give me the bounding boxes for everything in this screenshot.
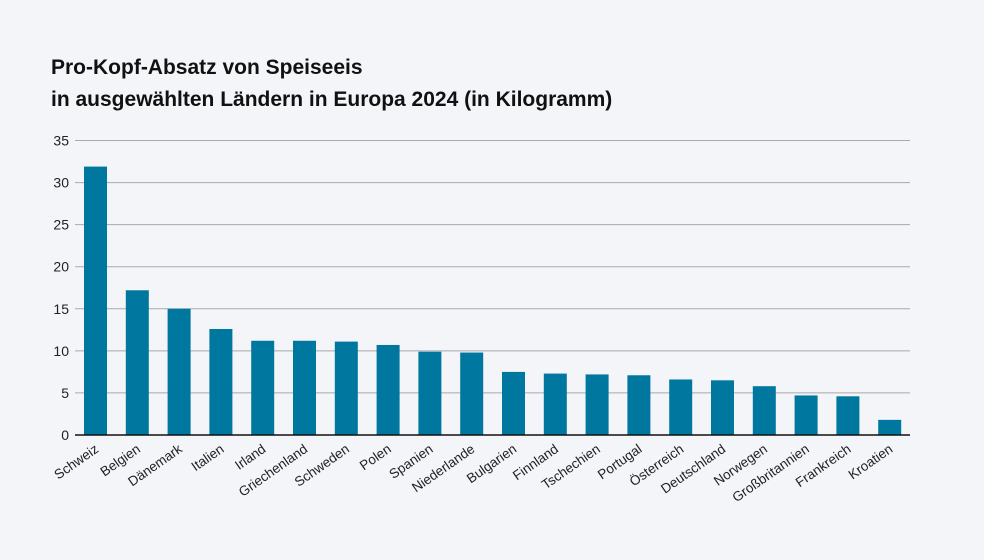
bar	[293, 340, 316, 435]
y-tick-label: 35	[53, 133, 69, 149]
bar	[627, 375, 651, 435]
bar	[167, 308, 191, 435]
y-tick-label: 15	[53, 301, 69, 317]
chart-title: Pro-Kopf-Absatz von Speiseeis in ausgewä…	[51, 52, 612, 116]
y-tick-label: 20	[53, 259, 69, 275]
bar	[84, 166, 107, 435]
bar	[502, 371, 525, 435]
x-tick-label: Schweiz	[51, 441, 101, 482]
bar	[418, 351, 442, 435]
bar	[669, 379, 693, 435]
bar	[460, 352, 484, 435]
bar	[334, 341, 358, 435]
bar	[209, 328, 233, 435]
x-tick-label: Kroatien	[846, 441, 896, 482]
y-tick-label: 0	[61, 427, 69, 443]
title-line-2: in ausgewählten Ländern in Europa 2024 (…	[51, 88, 613, 111]
y-tick-label: 30	[53, 175, 69, 191]
bar	[711, 380, 734, 435]
y-tick-label: 25	[53, 217, 69, 233]
bar	[752, 386, 776, 435]
title-line-1: Pro-Kopf-Absatz von Speiseeis	[51, 56, 363, 79]
bar	[376, 344, 400, 435]
bar	[251, 340, 275, 435]
bar	[543, 373, 567, 435]
y-tick-label: 5	[61, 385, 69, 401]
bar	[794, 395, 818, 435]
bar	[585, 374, 609, 435]
x-tick-label: Italien	[189, 441, 227, 474]
bar	[836, 396, 860, 435]
y-tick-label: 10	[53, 343, 69, 359]
bar	[878, 419, 902, 435]
bar	[125, 290, 149, 435]
